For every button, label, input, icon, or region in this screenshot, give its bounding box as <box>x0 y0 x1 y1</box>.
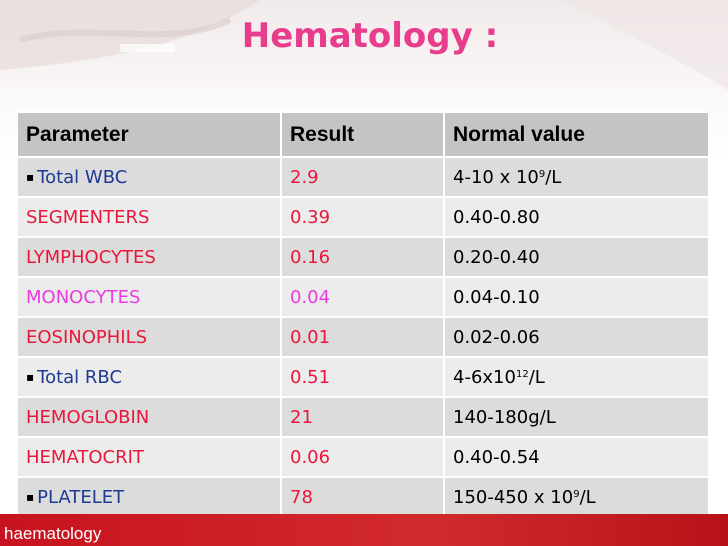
result-cell: 21 <box>280 396 444 437</box>
parameter-cell: HEMATOCRIT <box>18 436 281 477</box>
result-cell: 2.9 <box>280 156 444 197</box>
normal-value-unit: /L <box>545 166 562 188</box>
parameter-cell: LYMPHOCYTES <box>18 236 281 277</box>
result-cell: 0.51 <box>280 356 444 397</box>
table-row: EOSINOPHILS 0.01 0.02-0.06 <box>18 316 708 357</box>
table-row: LYMPHOCYTES 0.16 0.20-0.40 <box>18 236 708 277</box>
parameter-cell: HEMOGLOBIN <box>18 396 281 437</box>
normal-value-cell: 0.20-0.40 <box>443 236 708 277</box>
normal-value-text: 4-10 x 10 <box>453 166 539 188</box>
page-title: Hematology : <box>241 16 499 56</box>
normal-value-text: 0.02-0.06 <box>453 326 540 348</box>
normal-value-cell: 4-10 x 109/L <box>443 156 708 197</box>
parameter-cell: EOSINOPHILS <box>18 316 281 357</box>
parameter-label: HEMATOCRIT <box>26 446 144 468</box>
header-result: Result <box>280 111 444 157</box>
parameter-label: HEMOGLOBIN <box>26 406 150 428</box>
parameter-cell: SEGMENTERS <box>18 196 281 237</box>
result-cell: 0.06 <box>280 436 444 477</box>
result-cell: 78 <box>280 476 444 517</box>
normal-value-unit: /L <box>579 487 596 508</box>
result-cell: 0.16 <box>280 236 444 277</box>
parameter-label: Total WBC <box>37 166 128 188</box>
normal-value-cell: 0.02-0.06 <box>443 316 708 357</box>
result-cell: 0.39 <box>280 196 444 237</box>
table-row: HEMATOCRIT 0.06 0.40-0.54 <box>18 436 708 477</box>
normal-value-cell: 0.04-0.10 <box>443 276 708 317</box>
parameter-cell: ▪ Total RBC <box>18 356 281 397</box>
parameter-label: SEGMENTERS <box>26 206 150 228</box>
normal-value-cell: 0.40-0.54 <box>443 436 708 477</box>
result-cell: 0.04 <box>280 276 444 317</box>
normal-value-text: 0.04-0.10 <box>453 286 540 308</box>
background-decoration <box>0 0 728 90</box>
normal-value-cell: 150-450 x 109/L <box>443 476 708 517</box>
normal-value-text: 0.40-0.80 <box>453 206 540 228</box>
bullet-icon: ▪ <box>26 490 35 504</box>
normal-value-text: 150-450 x 10 <box>453 487 574 508</box>
parameter-label: LYMPHOCYTES <box>26 246 156 268</box>
parameter-label: EOSINOPHILS <box>26 326 148 348</box>
result-cell: 0.01 <box>280 316 444 357</box>
normal-value-text: 4-6x10 <box>453 366 516 388</box>
bullet-icon: ▪ <box>26 369 35 384</box>
table-row: HEMOGLOBIN 21 140-180g/L <box>18 396 708 437</box>
parameter-label: MONOCYTES <box>26 286 141 308</box>
table-row: SEGMENTERS 0.39 0.40-0.80 <box>18 196 708 237</box>
table-header-row: Parameter Result Normal value <box>18 111 708 157</box>
normal-value-exponent: 9 <box>573 489 580 500</box>
parameter-label: Total RBC <box>37 366 123 388</box>
parameter-cell: ▪ PLATELET <box>18 476 281 517</box>
table-row: ▪ Total WBC 2.9 4-10 x 109/L <box>18 156 708 197</box>
normal-value-cell: 4-6x1012/L <box>443 356 708 397</box>
normal-value-text: 0.40-0.54 <box>453 446 540 468</box>
hematology-table: Parameter Result Normal value ▪ Total WBC… <box>18 111 708 517</box>
header-normal-value: Normal value <box>443 111 708 157</box>
header-parameter: Parameter <box>18 111 281 157</box>
footer-bar <box>0 514 728 546</box>
normal-value-text: 0.20-0.40 <box>453 246 540 268</box>
table-row: MONOCYTES 0.04 0.04-0.10 <box>18 276 708 317</box>
footer-label: haematology <box>4 524 102 543</box>
normal-value-text: 140-180g/L <box>453 406 556 428</box>
normal-value-cell: 140-180g/L <box>443 396 708 437</box>
normal-value-exponent: 9 <box>538 168 546 180</box>
normal-value-unit: /L <box>528 366 545 388</box>
table-row: ▪ Total RBC 0.51 4-6x1012/L <box>18 356 708 397</box>
normal-value-exponent: 12 <box>515 368 529 380</box>
normal-value-cell: 0.40-0.80 <box>443 196 708 237</box>
bullet-icon: ▪ <box>26 169 35 184</box>
table-row: ▪ PLATELET 78 150-450 x 109/L <box>18 476 708 517</box>
parameter-cell: ▪ Total WBC <box>18 156 281 197</box>
parameter-label: PLATELET <box>37 487 125 508</box>
parameter-cell: MONOCYTES <box>18 276 281 317</box>
